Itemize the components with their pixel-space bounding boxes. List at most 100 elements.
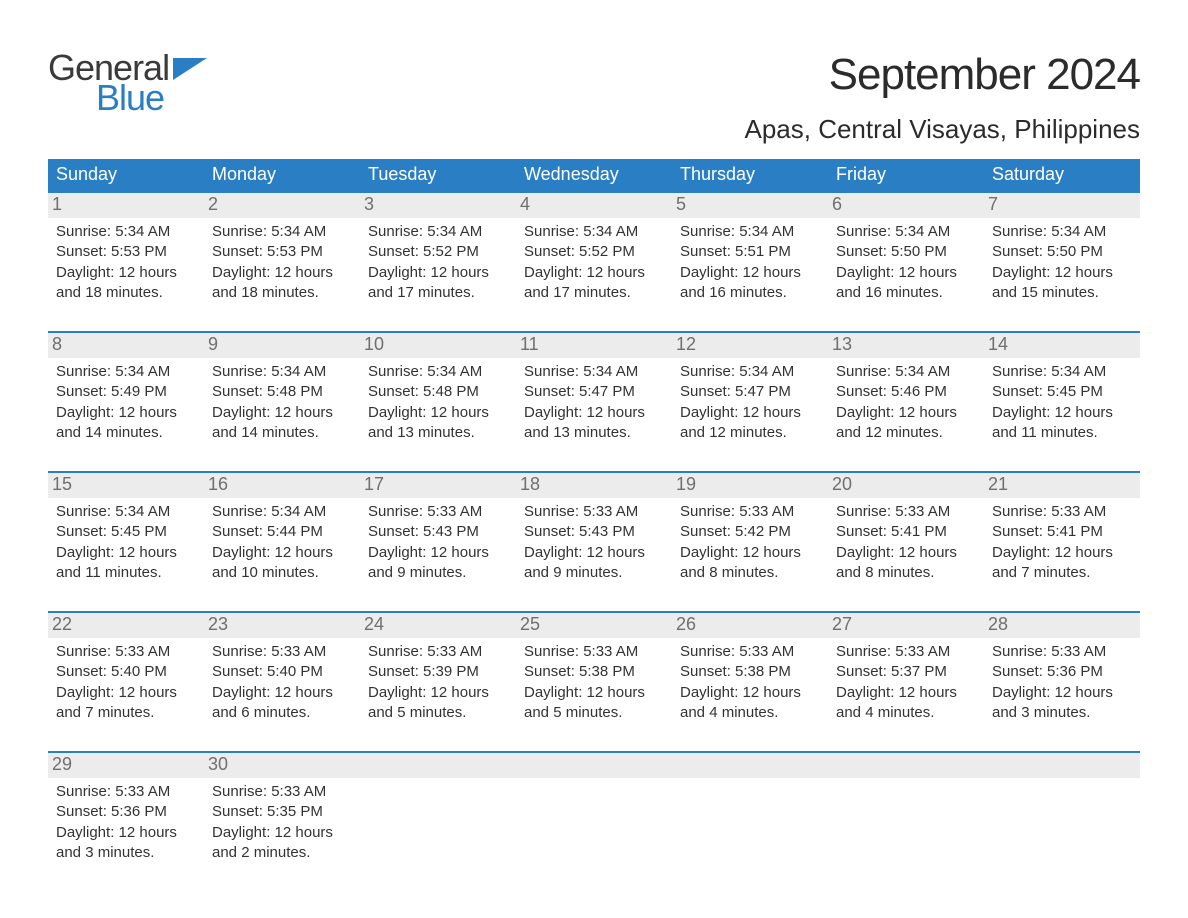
daylight-line1: Daylight: 12 hours [680,263,820,283]
day-body: Sunrise: 5:33 AMSunset: 5:43 PMDaylight:… [522,502,666,583]
sunset-text: Sunset: 5:41 PM [836,522,976,542]
daylight-line1: Daylight: 12 hours [368,543,508,563]
day-body: Sunrise: 5:33 AMSunset: 5:41 PMDaylight:… [990,502,1134,583]
daylight-line1: Daylight: 12 hours [212,403,352,423]
day-cell: 22Sunrise: 5:33 AMSunset: 5:40 PMDayligh… [48,613,204,727]
sunset-text: Sunset: 5:52 PM [524,242,664,262]
daylight-line2: and 14 minutes. [56,423,196,443]
sunset-text: Sunset: 5:46 PM [836,382,976,402]
day-cell: 23Sunrise: 5:33 AMSunset: 5:40 PMDayligh… [204,613,360,727]
day-number: 14 [984,333,1140,358]
day-body: Sunrise: 5:34 AMSunset: 5:47 PMDaylight:… [678,362,822,443]
day-number: 23 [204,613,360,638]
sunset-text: Sunset: 5:40 PM [212,662,352,682]
sunset-text: Sunset: 5:47 PM [680,382,820,402]
daylight-line1: Daylight: 12 hours [836,683,976,703]
week-row: 8Sunrise: 5:34 AMSunset: 5:49 PMDaylight… [48,331,1140,447]
weekday-header: Friday [828,159,984,191]
sunset-text: Sunset: 5:47 PM [524,382,664,402]
sunset-text: Sunset: 5:52 PM [368,242,508,262]
daylight-line2: and 17 minutes. [524,283,664,303]
daylight-line1: Daylight: 12 hours [992,403,1132,423]
sunrise-text: Sunrise: 5:34 AM [836,222,976,242]
daylight-line2: and 15 minutes. [992,283,1132,303]
daylight-line1: Daylight: 12 hours [680,403,820,423]
sunrise-text: Sunrise: 5:34 AM [212,502,352,522]
day-cell: . [984,753,1140,867]
sunset-text: Sunset: 5:37 PM [836,662,976,682]
sunrise-text: Sunrise: 5:34 AM [56,362,196,382]
daylight-line2: and 9 minutes. [368,563,508,583]
daylight-line2: and 11 minutes. [56,563,196,583]
day-body: Sunrise: 5:34 AMSunset: 5:46 PMDaylight:… [834,362,978,443]
daylight-line2: and 3 minutes. [56,843,196,863]
daylight-line2: and 3 minutes. [992,703,1132,723]
daylight-line1: Daylight: 12 hours [680,543,820,563]
day-cell: 30Sunrise: 5:33 AMSunset: 5:35 PMDayligh… [204,753,360,867]
daylight-line2: and 18 minutes. [212,283,352,303]
weekday-header: Thursday [672,159,828,191]
daylight-line2: and 8 minutes. [836,563,976,583]
sunset-text: Sunset: 5:35 PM [212,802,352,822]
day-cell: 2Sunrise: 5:34 AMSunset: 5:53 PMDaylight… [204,193,360,307]
day-number: 21 [984,473,1140,498]
daylight-line2: and 6 minutes. [212,703,352,723]
daylight-line1: Daylight: 12 hours [56,263,196,283]
sunrise-text: Sunrise: 5:34 AM [992,222,1132,242]
weekday-header: Monday [204,159,360,191]
logo-triangle-icon [173,58,207,80]
sunrise-text: Sunrise: 5:33 AM [836,502,976,522]
sunrise-text: Sunrise: 5:34 AM [836,362,976,382]
day-cell: 17Sunrise: 5:33 AMSunset: 5:43 PMDayligh… [360,473,516,587]
day-number: 29 [48,753,204,778]
day-body: Sunrise: 5:34 AMSunset: 5:48 PMDaylight:… [210,362,354,443]
day-cell: 7Sunrise: 5:34 AMSunset: 5:50 PMDaylight… [984,193,1140,307]
weekday-header: Tuesday [360,159,516,191]
day-number: 30 [204,753,360,778]
sunrise-text: Sunrise: 5:33 AM [56,782,196,802]
sunrise-text: Sunrise: 5:34 AM [680,222,820,242]
day-number: 17 [360,473,516,498]
sunset-text: Sunset: 5:44 PM [212,522,352,542]
daylight-line1: Daylight: 12 hours [524,683,664,703]
sunset-text: Sunset: 5:49 PM [56,382,196,402]
day-number: 8 [48,333,204,358]
daylight-line1: Daylight: 12 hours [524,263,664,283]
sunrise-text: Sunrise: 5:33 AM [680,502,820,522]
day-body: Sunrise: 5:34 AMSunset: 5:48 PMDaylight:… [366,362,510,443]
sunrise-text: Sunrise: 5:34 AM [524,362,664,382]
daylight-line1: Daylight: 12 hours [836,263,976,283]
day-body: Sunrise: 5:34 AMSunset: 5:47 PMDaylight:… [522,362,666,443]
day-cell: 13Sunrise: 5:34 AMSunset: 5:46 PMDayligh… [828,333,984,447]
daylight-line2: and 7 minutes. [992,563,1132,583]
day-cell: 18Sunrise: 5:33 AMSunset: 5:43 PMDayligh… [516,473,672,587]
sunrise-text: Sunrise: 5:34 AM [524,222,664,242]
day-body: Sunrise: 5:34 AMSunset: 5:50 PMDaylight:… [834,222,978,303]
day-number: . [984,753,1140,778]
day-body: Sunrise: 5:34 AMSunset: 5:44 PMDaylight:… [210,502,354,583]
weekday-header: Sunday [48,159,204,191]
sunset-text: Sunset: 5:41 PM [992,522,1132,542]
sunset-text: Sunset: 5:40 PM [56,662,196,682]
day-number: 26 [672,613,828,638]
daylight-line1: Daylight: 12 hours [212,683,352,703]
day-cell: 1 Sunrise: 5:34 AMSunset: 5:53 PMDaylight… [48,193,204,307]
day-number: 25 [516,613,672,638]
day-body: Sunrise: 5:33 AMSunset: 5:37 PMDaylight:… [834,642,978,723]
sunset-text: Sunset: 5:45 PM [56,522,196,542]
day-number: . [516,753,672,778]
day-number: 1 [48,193,204,218]
sunset-text: Sunset: 5:38 PM [680,662,820,682]
day-cell: 26Sunrise: 5:33 AMSunset: 5:38 PMDayligh… [672,613,828,727]
sunset-text: Sunset: 5:53 PM [56,242,196,262]
day-number: 9 [204,333,360,358]
daylight-line1: Daylight: 12 hours [368,263,508,283]
day-number: 24 [360,613,516,638]
sunrise-text: Sunrise: 5:33 AM [524,642,664,662]
sunrise-text: Sunrise: 5:34 AM [56,222,196,242]
sunrise-text: Sunrise: 5:33 AM [992,502,1132,522]
day-cell: 8Sunrise: 5:34 AMSunset: 5:49 PMDaylight… [48,333,204,447]
daylight-line2: and 5 minutes. [524,703,664,723]
day-cell: . [672,753,828,867]
day-number: 20 [828,473,984,498]
